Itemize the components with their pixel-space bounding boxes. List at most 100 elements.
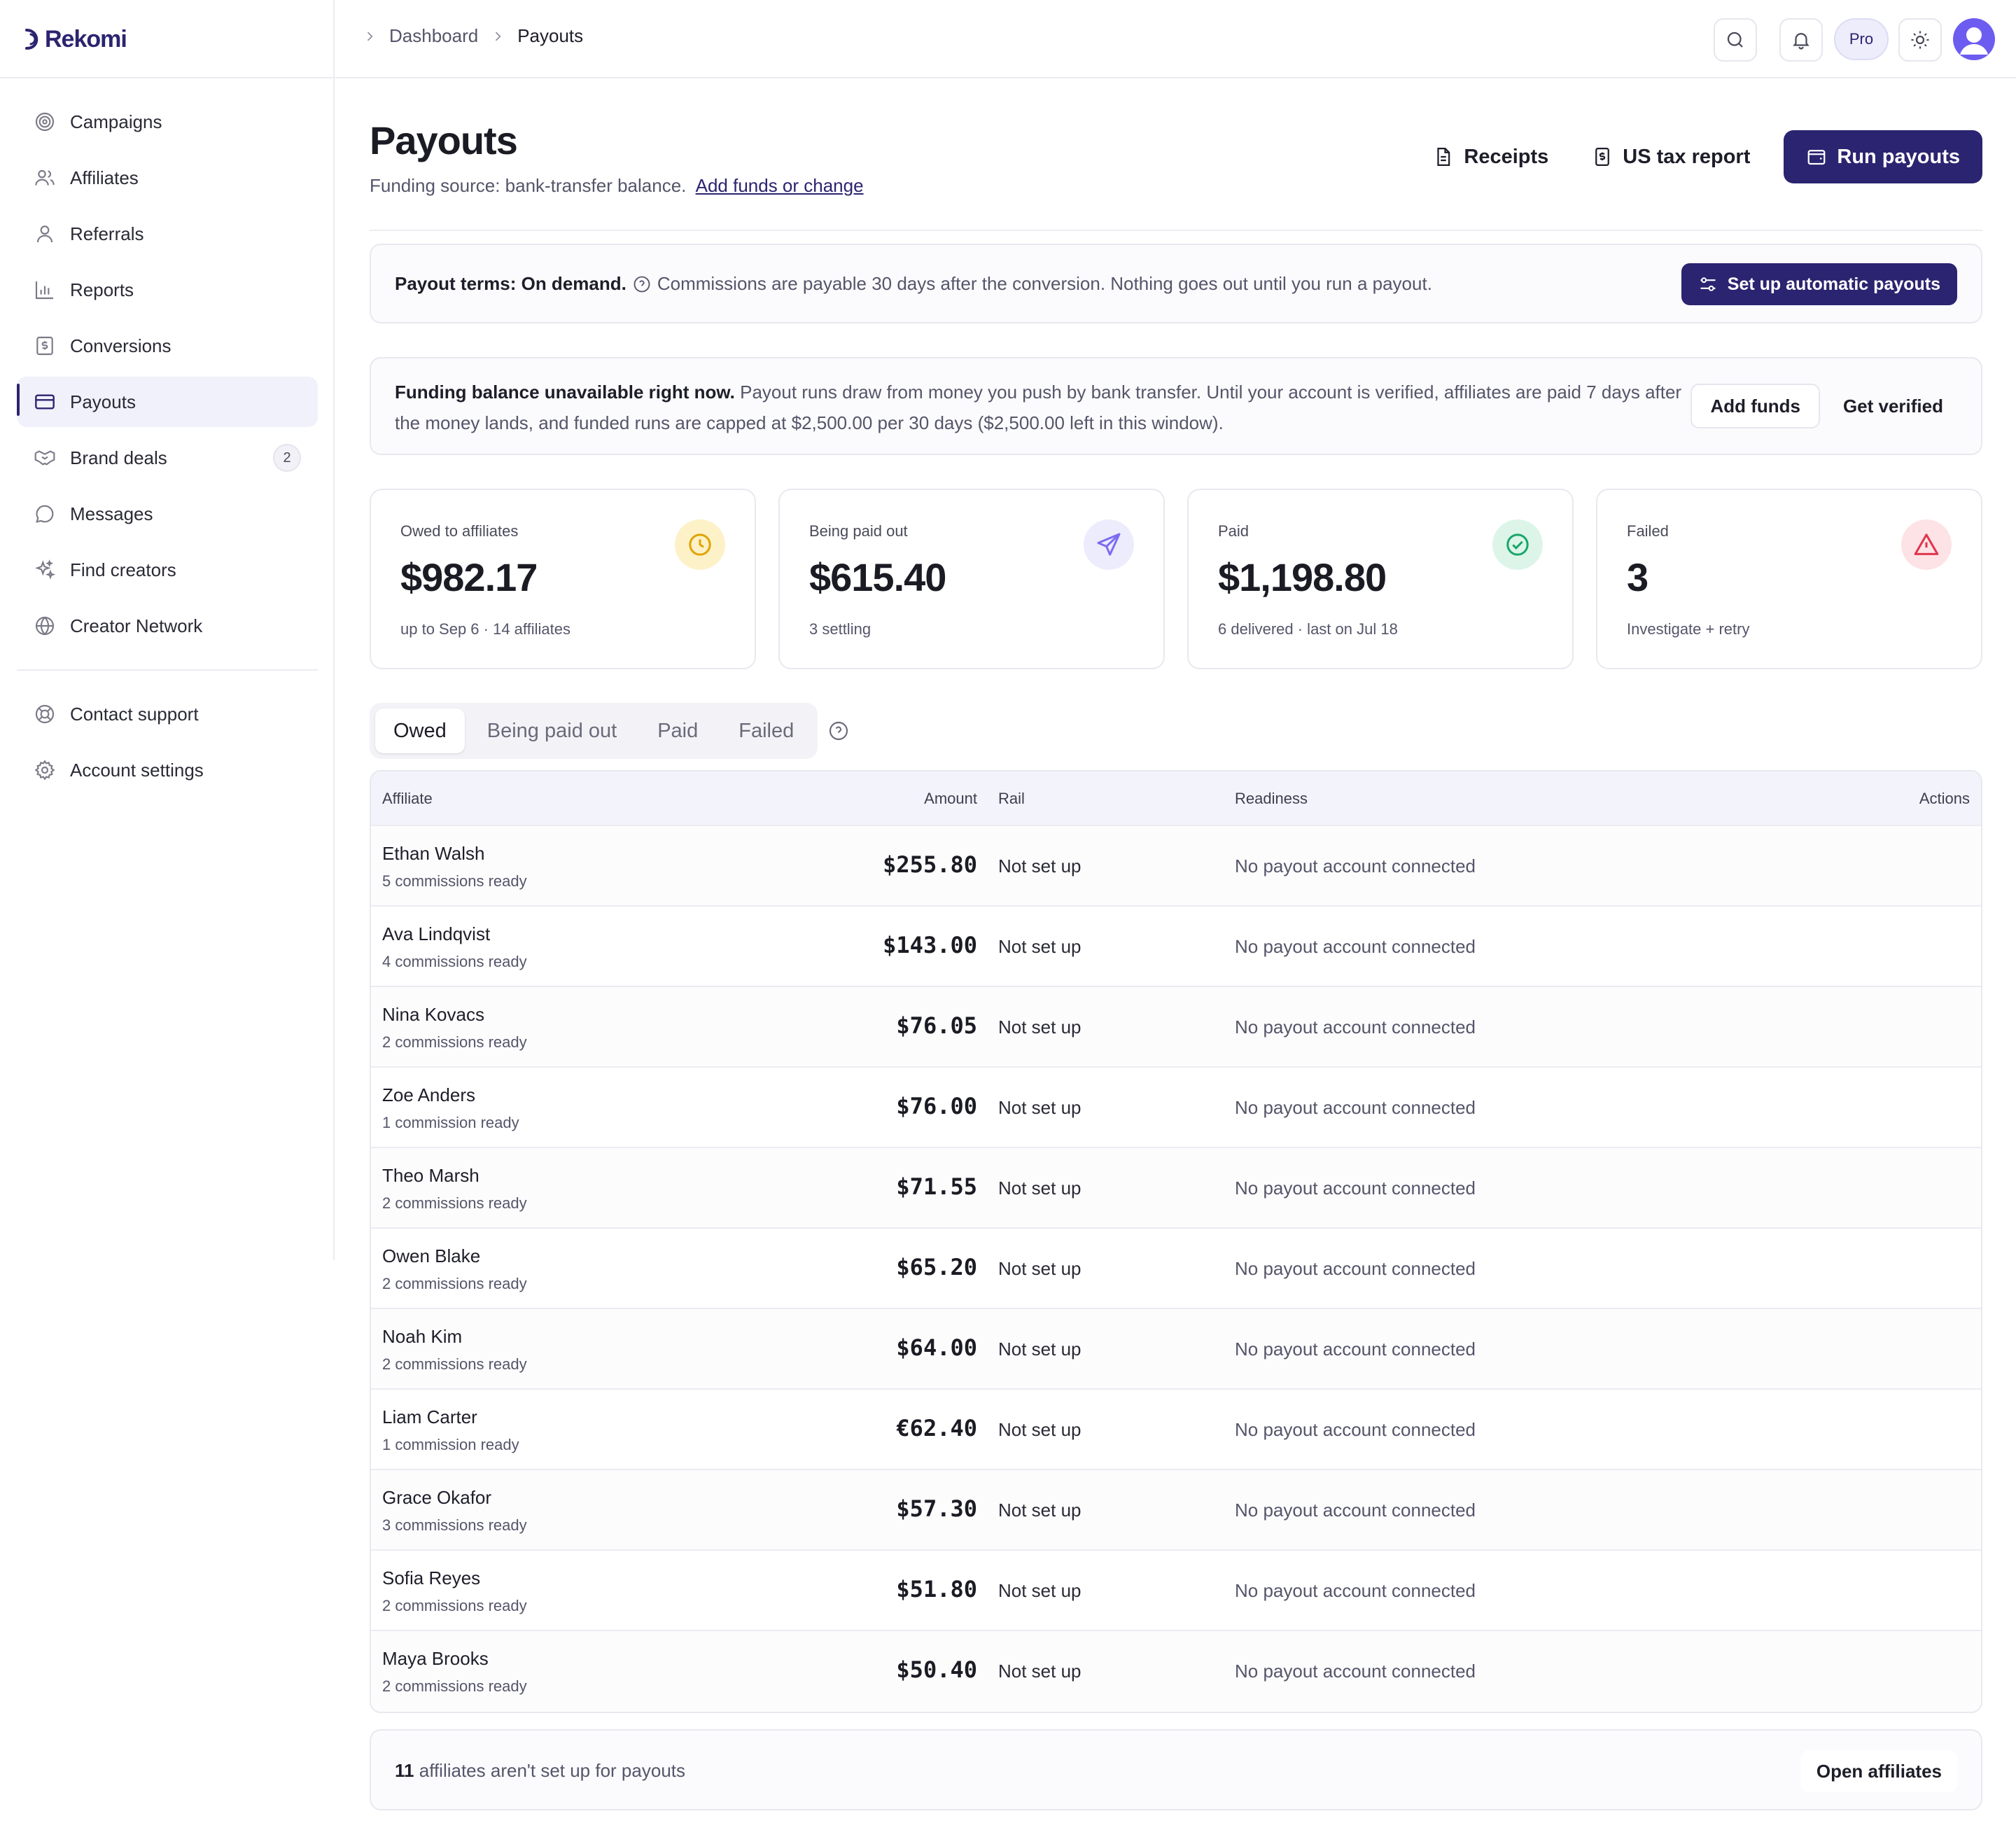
receipts-label: Receipts	[1464, 145, 1549, 168]
users-icon	[35, 169, 55, 186]
readiness: No payout account connected	[1235, 1258, 1476, 1279]
readiness: No payout account connected	[1235, 1339, 1476, 1360]
setup-automatic-payouts-button[interactable]: Set up automatic payouts	[1681, 263, 1957, 305]
help-circle-icon[interactable]	[827, 720, 850, 742]
tab-being-paid-out[interactable]: Being paid out	[486, 719, 617, 742]
tax-report-button[interactable]: US tax report	[1582, 130, 1760, 183]
tab-failed[interactable]: Failed	[738, 719, 794, 742]
stat-card-paid[interactable]: Paid $1,198.80 6 delivered · last on Jul…	[1187, 489, 1574, 669]
table-row[interactable]: Owen Blake 2 commissions ready $65.20 Not s…	[371, 1229, 1981, 1309]
setup-automatic-payouts-label: Set up automatic payouts	[1727, 274, 1940, 294]
table-row[interactable]: Zoe Anders 1 commission ready $76.00 Not se…	[371, 1068, 1981, 1148]
sidebar-item-conversions[interactable]: Conversions	[17, 321, 318, 371]
affiliate-name[interactable]: Ava Lindqvist	[382, 923, 491, 944]
sidebar-item-label: Contact support	[70, 703, 199, 725]
commissions-ready: 5 commissions ready	[382, 872, 527, 890]
sidebar-item-reports[interactable]: Reports	[17, 265, 318, 315]
readiness: No payout account connected	[1235, 1097, 1476, 1118]
theme-toggle-button[interactable]	[1898, 18, 1942, 62]
stat-sub: up to Sep 6 · 14 affiliates	[400, 620, 570, 638]
commissions-ready: 2 commissions ready	[382, 1597, 527, 1614]
stat-label: Owed to affiliates	[400, 522, 519, 540]
plan-badge[interactable]: Pro	[1834, 18, 1889, 60]
tab-owed[interactable]: Owed	[375, 708, 465, 753]
affiliate-name[interactable]: Maya Brooks	[382, 1648, 489, 1669]
breadcrumb-dashboard[interactable]: Dashboard	[389, 25, 479, 46]
get-verified-button[interactable]: Get verified	[1842, 395, 1943, 417]
tab-paid[interactable]: Paid	[657, 719, 699, 742]
commissions-ready: 2 commissions ready	[382, 1194, 527, 1212]
sidebar-item-label: Creator Network	[70, 615, 203, 636]
affiliate-name[interactable]: Sofia Reyes	[382, 1567, 481, 1588]
amount: $65.20	[896, 1254, 977, 1280]
sidebar-item-contact-support[interactable]: Contact support	[17, 689, 318, 739]
amount: $76.00	[896, 1093, 977, 1119]
sidebar-item-account-settings[interactable]: Account settings	[17, 745, 318, 795]
commissions-ready: 2 commissions ready	[382, 1355, 527, 1373]
stat-card-being-paid-out[interactable]: Being paid out $615.40 3 settling	[778, 489, 1165, 669]
affiliate-name[interactable]: Grace Okafor	[382, 1487, 492, 1508]
sidebar-item-campaigns[interactable]: Campaigns	[17, 97, 318, 147]
readiness: No payout account connected	[1235, 1178, 1476, 1199]
table-row[interactable]: Grace Okafor 3 commissions ready $57.30 Not…	[371, 1470, 1981, 1551]
help-circle-icon[interactable]	[632, 274, 652, 294]
readiness: No payout account connected	[1235, 936, 1476, 957]
affiliate-name[interactable]: Ethan Walsh	[382, 843, 485, 864]
table-row[interactable]: Ethan Walsh 5 commissions ready $255.80 Not…	[371, 826, 1981, 907]
table-row[interactable]: Liam Carter 1 commission ready €62.40 Not s…	[371, 1390, 1981, 1470]
sidebar-item-messages[interactable]: Messages	[17, 489, 318, 539]
affiliate-name[interactable]: Nina Kovacs	[382, 1004, 484, 1025]
sidebar-item-label: Brand deals	[70, 447, 167, 468]
table-row[interactable]: Maya Brooks 2 commissions ready $50.40 Not …	[371, 1631, 1981, 1712]
table-row[interactable]: Noah Kim 2 commissions ready $64.00 Not set…	[371, 1309, 1981, 1390]
stat-sub: Investigate + retry	[1627, 620, 1750, 638]
col-amount[interactable]: Amount	[924, 790, 977, 807]
affiliate-name[interactable]: Theo Marsh	[382, 1165, 479, 1186]
avatar[interactable]	[1953, 18, 1995, 60]
affiliate-name[interactable]: Liam Carter	[382, 1406, 477, 1427]
add-funds-button[interactable]: Add funds	[1690, 384, 1820, 428]
readiness: No payout account connected	[1235, 855, 1476, 876]
run-payouts-label: Run payouts	[1837, 145, 1960, 168]
open-affiliates-button[interactable]: Open affiliates	[1800, 1750, 1957, 1792]
payout-terms-title: Payout terms: On demand.	[395, 273, 626, 294]
table-row[interactable]: Nina Kovacs 2 commissions ready $76.05 Not …	[371, 987, 1981, 1068]
receipts-button[interactable]: Receipts	[1423, 130, 1558, 183]
table-row[interactable]: Sofia Reyes 2 commissions ready $51.80 Not …	[371, 1551, 1981, 1631]
run-payouts-button[interactable]: Run payouts	[1784, 130, 1982, 183]
table-row[interactable]: Ava Lindqvist 4 commissions ready $143.00 N…	[371, 907, 1981, 987]
rail: Not set up	[998, 1661, 1082, 1682]
sidebar-item-find-creators[interactable]: Find creators	[17, 545, 318, 595]
header-divider	[370, 230, 1982, 231]
credit-card-icon	[35, 394, 55, 410]
col-affiliate[interactable]: Affiliate	[382, 790, 433, 807]
affiliate-name[interactable]: Noah Kim	[382, 1326, 463, 1347]
commissions-ready: 1 commission ready	[382, 1114, 519, 1131]
active-indicator	[17, 384, 20, 416]
col-readiness[interactable]: Readiness	[1235, 790, 1308, 807]
notifications-button[interactable]	[1779, 18, 1823, 62]
sidebar-item-affiliates[interactable]: Affiliates	[17, 153, 318, 203]
brand-logo[interactable]: Rekomi	[24, 22, 127, 56]
add-funds-link[interactable]: Add funds or change	[695, 175, 864, 196]
sidebar-item-payouts[interactable]: Payouts	[17, 377, 318, 427]
table-row[interactable]: Theo Marsh 2 commissions ready $71.55 Not s…	[371, 1148, 1981, 1229]
stat-card-failed[interactable]: Failed 3 Investigate + retry	[1596, 489, 1982, 669]
affiliate-name[interactable]: Owen Blake	[382, 1245, 481, 1266]
message-icon	[36, 505, 54, 523]
affiliate-name[interactable]: Zoe Anders	[382, 1084, 475, 1105]
stat-card-owed[interactable]: Owed to affiliates $982.17 up to Sep 6 ·…	[370, 489, 756, 669]
logo-mark-icon	[25, 29, 38, 50]
sidebar-item-brand-deals[interactable]: Brand deals 2	[17, 433, 318, 483]
sparkles-icon	[35, 559, 56, 580]
wallet-icon	[1808, 150, 1826, 165]
col-rail[interactable]: Rail	[998, 790, 1025, 807]
chevron-right-icon	[367, 32, 373, 41]
sidebar-item-creator-network[interactable]: Creator Network	[17, 601, 318, 651]
not-setup-notice: 11 affiliates aren't set up for payouts …	[370, 1729, 1982, 1810]
search-button[interactable]	[1714, 18, 1757, 62]
sidebar-item-referrals[interactable]: Referrals	[17, 209, 318, 259]
gear-icon	[34, 760, 55, 781]
sun-icon	[1911, 31, 1929, 49]
sidebar-divider	[17, 669, 318, 671]
